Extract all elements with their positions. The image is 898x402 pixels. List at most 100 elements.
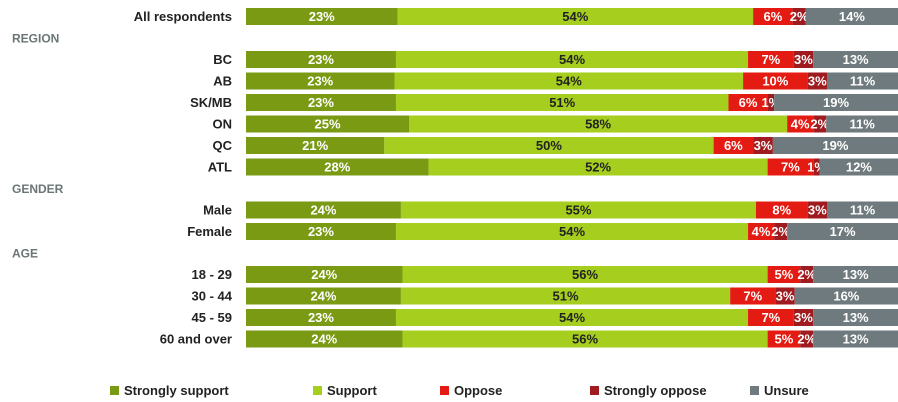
data-label: 2%: [771, 224, 790, 239]
bar-segment-unsure: [813, 266, 898, 283]
row-label: 45 - 59: [192, 310, 232, 325]
bar-segment-oppose: [748, 51, 794, 68]
data-label: 2%: [797, 267, 816, 282]
row-label: ON: [213, 117, 233, 132]
bar-segment-oppose: [743, 72, 808, 90]
row-label: ATL: [208, 160, 232, 175]
row-label: 60 and over: [160, 332, 232, 347]
data-label: 13%: [843, 310, 869, 325]
bar-segment-oppose: [728, 94, 768, 111]
data-label: 24%: [311, 267, 337, 282]
section-label: GENDER: [12, 182, 64, 196]
row-label: 18 - 29: [192, 267, 232, 282]
data-label: 13%: [843, 332, 869, 347]
legend-swatch: [750, 386, 759, 395]
bar-segment-strongly-support: [246, 309, 396, 326]
row-label: BC: [213, 52, 232, 67]
data-label: 23%: [307, 74, 333, 89]
bar-segment-strongly-oppose: [793, 309, 814, 326]
data-label: 7%: [781, 160, 800, 175]
bar-segment-oppose: [748, 309, 794, 326]
bar-segment-support: [402, 330, 768, 348]
data-label: 11%: [850, 74, 876, 89]
data-label: 3%: [808, 74, 827, 89]
data-label: 3%: [794, 52, 813, 67]
row-label: Male: [203, 203, 232, 218]
bar-segment-support: [394, 72, 744, 90]
legend-label: Oppose: [454, 383, 502, 398]
data-label: 14%: [839, 9, 865, 24]
data-label: 10%: [762, 74, 788, 89]
data-label: 54%: [556, 74, 582, 89]
bar-segment-unsure: [819, 158, 898, 176]
row-label: Female: [187, 224, 232, 239]
bar-segment-unsure: [813, 309, 898, 326]
data-label: 7%: [761, 52, 780, 67]
bar-segment-strongly-support: [246, 94, 396, 111]
data-label: 54%: [559, 52, 585, 67]
legend-swatch: [590, 386, 599, 395]
bar-segment-strongly-support: [246, 287, 401, 305]
data-label: 55%: [565, 203, 591, 218]
data-label: 13%: [843, 52, 869, 67]
data-label: 19%: [822, 138, 848, 153]
data-label: 3%: [754, 138, 773, 153]
data-label: 28%: [324, 160, 350, 175]
legend-swatch: [110, 386, 119, 395]
section-label: AGE: [12, 247, 38, 261]
bar-segment-strongly-support: [246, 223, 396, 240]
legend-label: Unsure: [764, 383, 809, 398]
data-label: 21%: [302, 138, 328, 153]
data-label: 24%: [310, 289, 336, 304]
legend-label: Strongly oppose: [604, 383, 707, 398]
data-label: 54%: [559, 224, 585, 239]
bar-segment-unsure: [774, 94, 898, 111]
bar-segment-oppose: [748, 223, 775, 240]
bar-segment-strongly-support: [246, 266, 403, 283]
bar-segment-strongly-support: [246, 115, 409, 133]
bar-segment-strongly-oppose: [774, 223, 788, 240]
bar-segment-support: [395, 309, 749, 326]
data-label: 4%: [752, 224, 771, 239]
data-label: 3%: [808, 203, 827, 218]
bar-segment-oppose: [730, 287, 776, 305]
row-label: All respondents: [134, 9, 232, 24]
data-label: 23%: [308, 52, 334, 67]
bar-segment-oppose: [713, 137, 754, 154]
data-label: 51%: [549, 95, 575, 110]
data-label: 12%: [846, 160, 872, 175]
data-label: 56%: [572, 332, 598, 347]
bar-segment-strongly-support: [246, 158, 429, 176]
bar-segment-strongly-oppose: [800, 266, 814, 283]
data-label: 24%: [311, 332, 337, 347]
bar-segment-support: [400, 201, 756, 219]
data-label: 7%: [743, 289, 762, 304]
data-label: 5%: [775, 332, 794, 347]
data-label: 2%: [790, 9, 809, 24]
data-label: 6%: [724, 138, 743, 153]
bar-segment-oppose: [767, 266, 801, 283]
bar-segment-unsure: [813, 330, 898, 348]
bar-segment-support: [409, 115, 788, 133]
legend-label: Support: [327, 383, 377, 398]
row-label: QC: [213, 138, 233, 153]
plot-area: All respondents 23% 54% 6% 2% 14% REGION BC 23% 5…: [12, 8, 898, 348]
bar-segment-support: [400, 287, 731, 305]
data-label: 24%: [310, 203, 336, 218]
bar-segment-unsure: [826, 72, 898, 90]
data-label: 23%: [308, 224, 334, 239]
data-label: 13%: [843, 267, 869, 282]
data-label: 2%: [810, 117, 829, 132]
bar-segment-oppose: [753, 8, 793, 25]
bar-segment-strongly-oppose: [800, 330, 814, 348]
data-label: 50%: [536, 138, 562, 153]
bar-segment-support: [395, 51, 749, 68]
bar-segment-strongly-oppose: [807, 72, 827, 90]
legend: Strongly support Support Oppose Strongly op…: [110, 383, 809, 398]
bar-segment-support: [428, 158, 768, 176]
legend-swatch: [440, 386, 449, 395]
bar-segment-oppose: [767, 158, 814, 176]
data-label: 56%: [572, 267, 598, 282]
legend-label: Strongly support: [124, 383, 229, 398]
bar-segment-unsure: [772, 137, 898, 154]
